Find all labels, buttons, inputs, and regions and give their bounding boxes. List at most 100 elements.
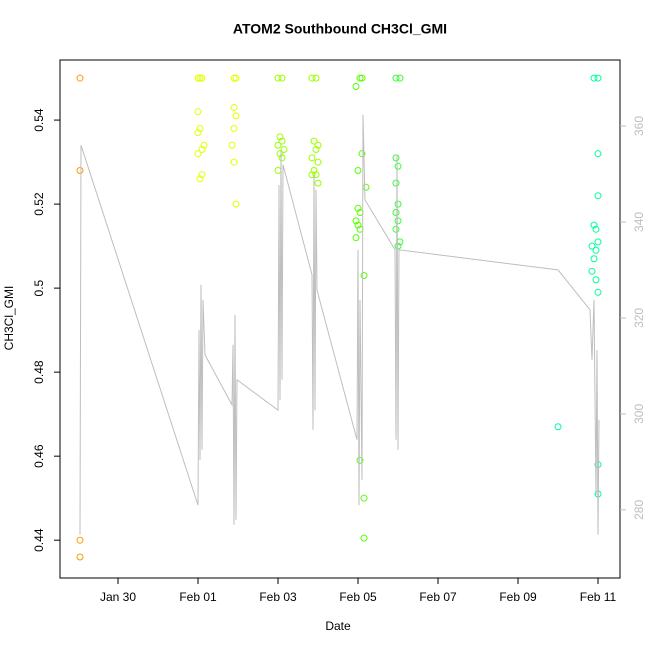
point xyxy=(358,150,366,158)
point xyxy=(352,217,360,225)
point xyxy=(276,133,284,141)
point xyxy=(308,154,316,162)
point xyxy=(592,276,600,284)
x-tick-label: Feb 07 xyxy=(419,590,457,604)
chart-title: ATOM2 Southbound CH3Cl_GMI xyxy=(233,21,447,37)
point xyxy=(194,129,202,137)
point xyxy=(594,74,602,82)
point xyxy=(314,179,322,187)
point xyxy=(590,221,598,229)
point xyxy=(76,166,84,174)
y-tick-label: 0.52 xyxy=(32,192,46,216)
point xyxy=(588,267,596,275)
point xyxy=(354,166,362,174)
point xyxy=(274,166,282,174)
point xyxy=(358,74,366,82)
point xyxy=(280,145,288,153)
point xyxy=(196,74,204,82)
point xyxy=(394,162,402,170)
point xyxy=(194,74,202,82)
point xyxy=(278,154,286,162)
point xyxy=(200,141,208,149)
point xyxy=(392,179,400,187)
point xyxy=(312,74,320,82)
point xyxy=(76,74,84,82)
point xyxy=(314,158,322,166)
point xyxy=(198,74,206,82)
point xyxy=(278,137,286,145)
point xyxy=(392,154,400,162)
point xyxy=(354,204,362,212)
x-tick-label: Feb 03 xyxy=(259,590,297,604)
point xyxy=(198,145,206,153)
x-tick-label: Feb 05 xyxy=(339,590,377,604)
point xyxy=(196,124,204,132)
point xyxy=(230,158,238,166)
point xyxy=(392,225,400,233)
point xyxy=(232,112,240,120)
point xyxy=(362,183,370,191)
x-tick-label: Feb 11 xyxy=(580,590,617,604)
point xyxy=(394,242,402,250)
point xyxy=(228,141,236,149)
point xyxy=(360,494,368,502)
point xyxy=(590,255,598,263)
point xyxy=(356,74,364,82)
y-axis-label: CH3Cl_GMI xyxy=(2,286,16,351)
point xyxy=(592,246,600,254)
y2-tick-label: 340 xyxy=(632,212,646,232)
point xyxy=(314,141,322,149)
point xyxy=(394,217,402,225)
point xyxy=(352,82,360,90)
point xyxy=(352,234,360,242)
point xyxy=(76,553,84,561)
point xyxy=(310,137,318,145)
y-tick-label: 0.44 xyxy=(32,528,46,552)
y2-tick-label: 300 xyxy=(632,404,646,424)
point xyxy=(392,74,400,82)
x-tick-label: Feb 09 xyxy=(499,590,537,604)
line-series xyxy=(79,114,600,535)
y-tick-label: 0.5 xyxy=(32,279,46,296)
point xyxy=(232,200,240,208)
y-tick-label: 0.48 xyxy=(32,360,46,384)
x-axis-label: Date xyxy=(325,619,351,633)
y-tick-label: 0.54 xyxy=(32,108,46,132)
x-tick-label: Jan 30 xyxy=(100,590,136,604)
y2-tick-label: 320 xyxy=(632,308,646,328)
point xyxy=(588,242,596,250)
point xyxy=(308,171,316,179)
point xyxy=(354,221,362,229)
x-tick-label: Feb 01 xyxy=(179,590,217,604)
point xyxy=(278,74,286,82)
point xyxy=(232,74,240,82)
point xyxy=(230,103,238,111)
point xyxy=(360,534,368,542)
point xyxy=(590,74,598,82)
point xyxy=(194,108,202,116)
plot-frame xyxy=(59,59,621,579)
point xyxy=(308,74,316,82)
point xyxy=(394,200,402,208)
point xyxy=(274,74,282,82)
point xyxy=(196,175,204,183)
point xyxy=(310,166,318,174)
point xyxy=(274,141,282,149)
point xyxy=(594,238,602,246)
point xyxy=(594,150,602,158)
point xyxy=(356,456,364,464)
y2-tick-label: 280 xyxy=(632,500,646,520)
point xyxy=(276,150,284,158)
point xyxy=(554,423,562,431)
point xyxy=(360,272,368,280)
point xyxy=(198,171,206,179)
point xyxy=(396,74,404,82)
y-tick-label: 0.46 xyxy=(32,444,46,468)
point xyxy=(312,145,320,153)
point xyxy=(230,124,238,132)
point xyxy=(230,74,238,82)
point xyxy=(312,171,320,179)
point xyxy=(592,225,600,233)
point xyxy=(392,209,400,217)
